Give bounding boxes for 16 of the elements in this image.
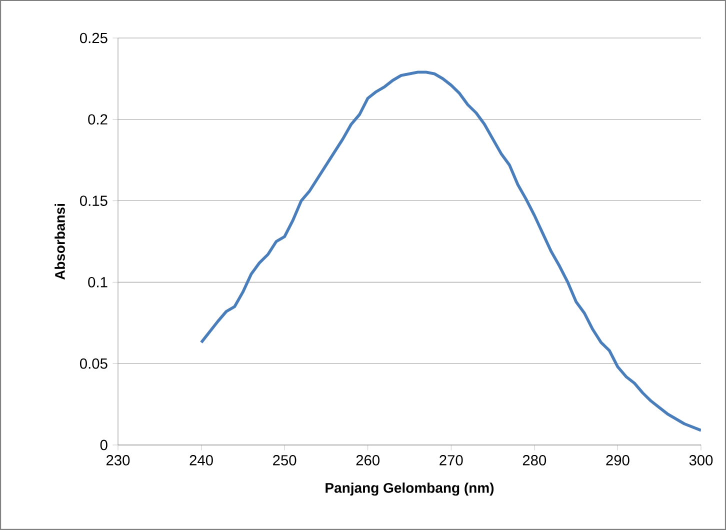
y-tick-label: 0.25 [80, 32, 108, 44]
y-tick-label: 0.05 [80, 358, 108, 369]
x-tick-label: 280 [522, 455, 546, 466]
y-tick-label: 0.1 [88, 277, 108, 288]
x-tick-label: 250 [273, 455, 296, 466]
x-tick-label: 290 [606, 455, 630, 466]
x-tick-label: 230 [106, 455, 130, 466]
x-tick-label: 270 [440, 455, 463, 466]
x-tick-label: 260 [356, 455, 380, 466]
y-axis-title: Absorbansi [54, 204, 65, 280]
y-tick-label: 0.2 [88, 114, 108, 125]
y-tick-label: 0.15 [80, 196, 108, 206]
y-tick-label: 0 [100, 440, 108, 450]
x-tick-label: 240 [190, 455, 213, 466]
x-axis-title: Panjang Gelombang (nm) [326, 482, 494, 496]
x-tick-label: 300 [689, 455, 713, 466]
